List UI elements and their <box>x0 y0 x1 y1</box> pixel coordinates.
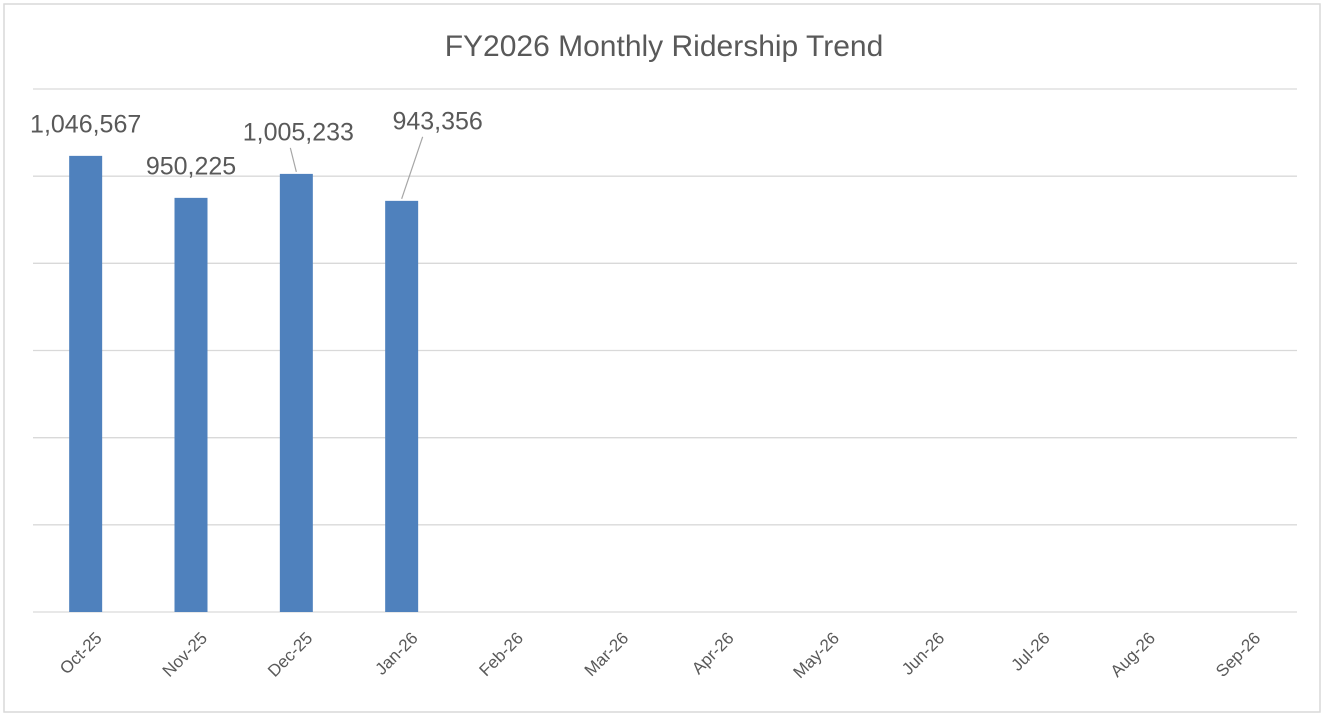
data-label: 943,356 <box>392 107 482 135</box>
data-label: 950,225 <box>146 152 236 180</box>
bar <box>69 155 103 612</box>
data-label: 1,046,567 <box>30 110 141 138</box>
leader-line <box>401 136 424 200</box>
data-label: 1,005,233 <box>243 118 354 146</box>
bar <box>279 173 313 612</box>
bar <box>174 197 208 612</box>
chart-border <box>3 3 1321 713</box>
chart-title: FY2026 Monthly Ridership Trend <box>445 30 884 63</box>
bar <box>385 200 419 612</box>
leader-line <box>289 147 297 173</box>
